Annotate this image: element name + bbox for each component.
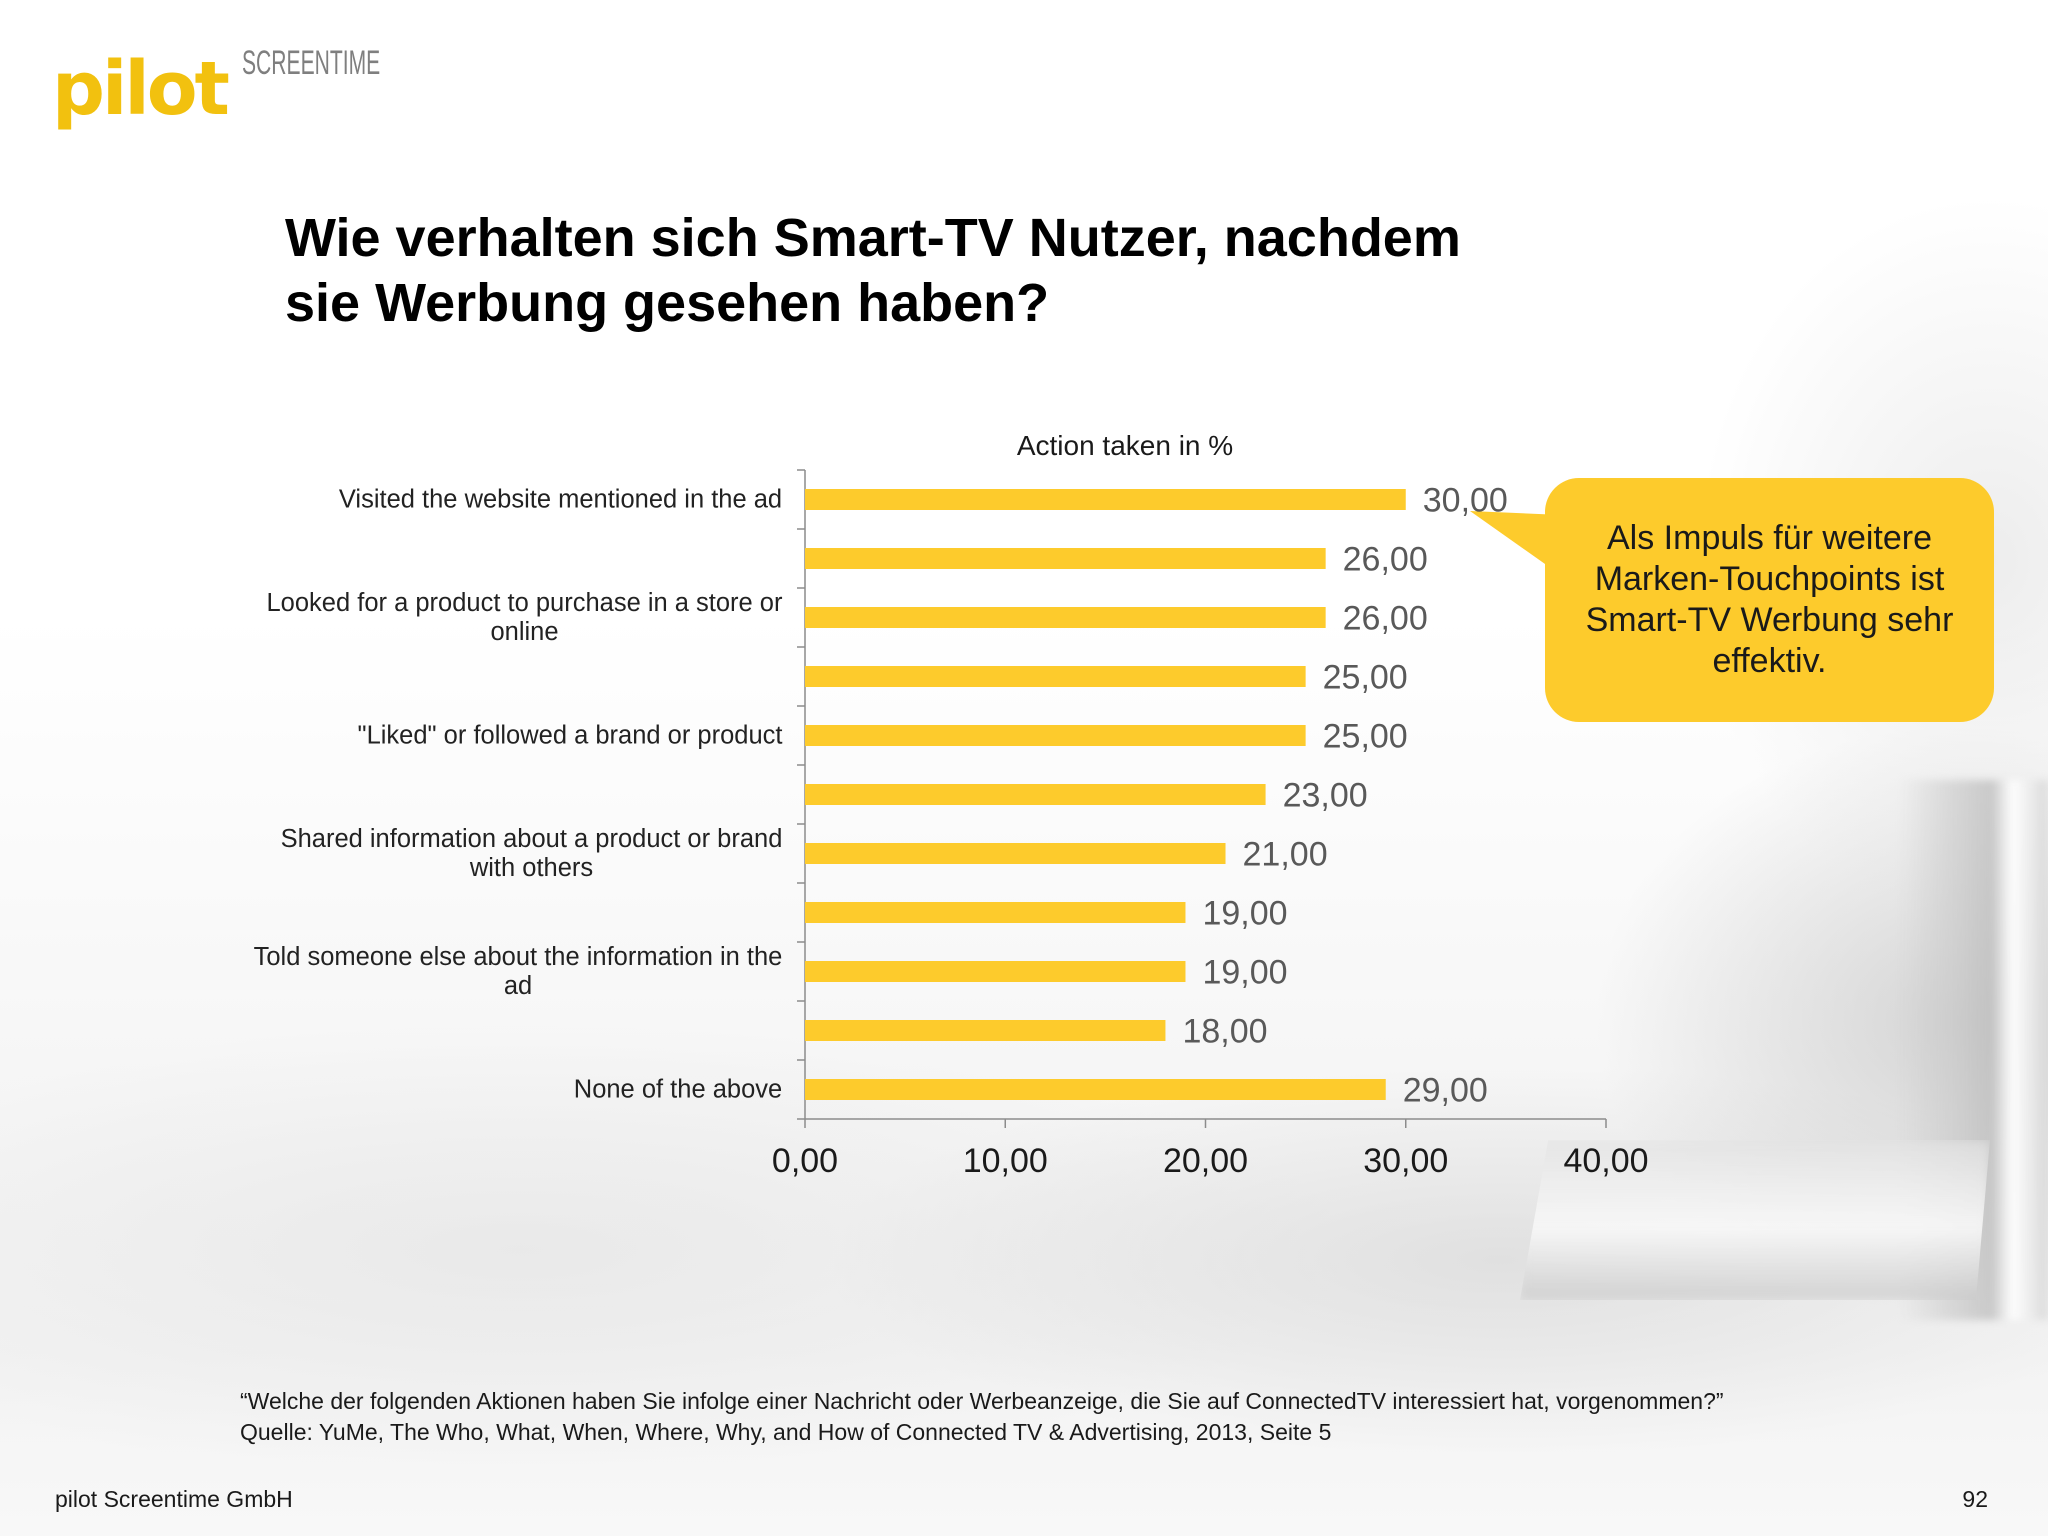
source-citation: Quelle: YuMe, The Who, What, When, Where… xyxy=(240,1419,1332,1445)
category-label: "Liked" or followed a brand or product xyxy=(357,721,783,749)
survey-question: “Welche der folgenden Aktionen haben Sie… xyxy=(240,1388,1724,1414)
category-label: Visited the website mentioned in the ad xyxy=(338,485,783,513)
slide-title: Wie verhalten sich Smart-TV Nutzer, nach… xyxy=(285,208,1461,333)
value-label: 30,00 xyxy=(1423,482,1508,520)
x-tick-label: 40,00 xyxy=(1563,1142,1648,1180)
chart-title: Action taken in % xyxy=(1017,430,1233,461)
value-label: 18,00 xyxy=(1182,1013,1267,1051)
bar xyxy=(805,1020,1166,1041)
bar xyxy=(805,843,1226,864)
company-name: pilot Screentime GmbH xyxy=(55,1486,293,1512)
value-label: 26,00 xyxy=(1343,600,1428,638)
bar xyxy=(805,784,1266,805)
bar xyxy=(805,1079,1386,1100)
value-label: 19,00 xyxy=(1202,895,1287,933)
callout-text: Als Impuls für weitere Marken-Touchpoint… xyxy=(1585,519,1954,680)
category-label: Looked for a product to purchase in a st… xyxy=(266,588,783,646)
page-number: 92 xyxy=(1962,1486,1988,1512)
callout-tail xyxy=(1470,511,1562,576)
category-label: Shared information about a product or br… xyxy=(280,824,783,882)
value-label: 25,00 xyxy=(1323,659,1408,697)
value-label: 19,00 xyxy=(1202,954,1287,992)
x-tick-label: 20,00 xyxy=(1163,1142,1248,1180)
bar xyxy=(805,666,1306,687)
x-tick-label: 10,00 xyxy=(963,1142,1048,1180)
category-label: Told someone else about the information … xyxy=(253,942,783,1000)
value-label: 26,00 xyxy=(1343,541,1428,579)
value-label: 29,00 xyxy=(1403,1072,1488,1110)
bar xyxy=(805,548,1326,569)
logo-wordmark: pilot xyxy=(52,46,230,132)
footnote: “Welche der folgenden Aktionen haben Sie… xyxy=(240,1386,1724,1448)
bar xyxy=(805,961,1186,982)
background-block-shape xyxy=(1520,1140,1990,1300)
callout-bubble: Als Impuls für weitere Marken-Touchpoint… xyxy=(1545,478,1994,722)
value-label: 25,00 xyxy=(1323,718,1408,756)
x-tick-label: 0,00 xyxy=(772,1142,838,1180)
value-label: 21,00 xyxy=(1243,836,1328,874)
bar xyxy=(805,607,1326,628)
category-label: None of the above xyxy=(573,1075,783,1103)
value-label: 23,00 xyxy=(1283,777,1368,815)
bar xyxy=(805,725,1306,746)
bar xyxy=(805,902,1186,923)
bar xyxy=(805,489,1406,510)
x-tick-label: 30,00 xyxy=(1363,1142,1448,1180)
logo-tagline: SCREENTIME xyxy=(242,44,381,82)
